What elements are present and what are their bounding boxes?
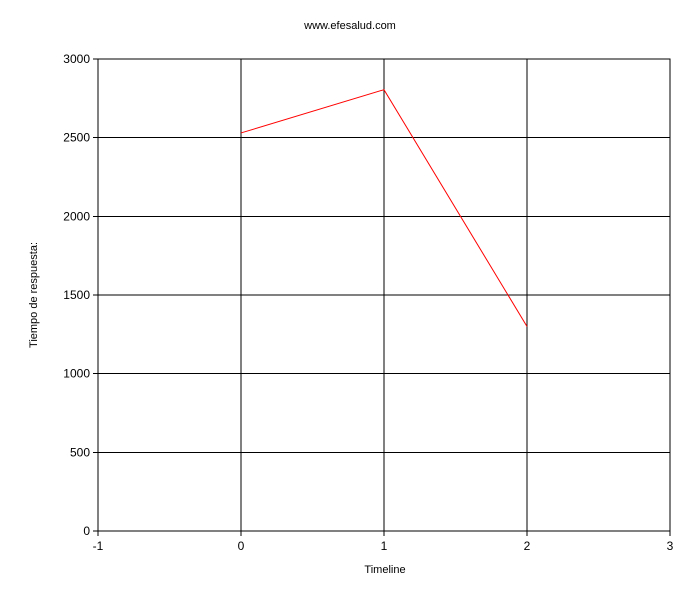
x-tick-label: 1 (381, 539, 388, 553)
x-tick-label: 2 (524, 539, 531, 553)
axes (93, 58, 671, 536)
y-tick-label: 2000 (63, 209, 90, 223)
x-axis-label: Timeline (364, 564, 405, 576)
grid-lines (97, 58, 671, 532)
x-tick-label: 3 (667, 539, 674, 553)
y-tick-label: 1000 (63, 367, 90, 381)
y-tick-label: 500 (70, 445, 90, 459)
y-tick-label: 0 (83, 524, 90, 538)
data-series (240, 89, 528, 327)
y-tick-label: 2500 (63, 131, 90, 145)
plot-frame (97, 58, 671, 532)
x-tick-label: -1 (93, 539, 104, 553)
y-axis-label: Tiempo de respuesta: (28, 242, 40, 348)
y-tick-label: 3000 (63, 52, 90, 66)
chart-title: www.efesalud.com (303, 20, 396, 32)
x-tick-label: 0 (238, 539, 245, 553)
y-tick-label: 1500 (63, 288, 90, 302)
